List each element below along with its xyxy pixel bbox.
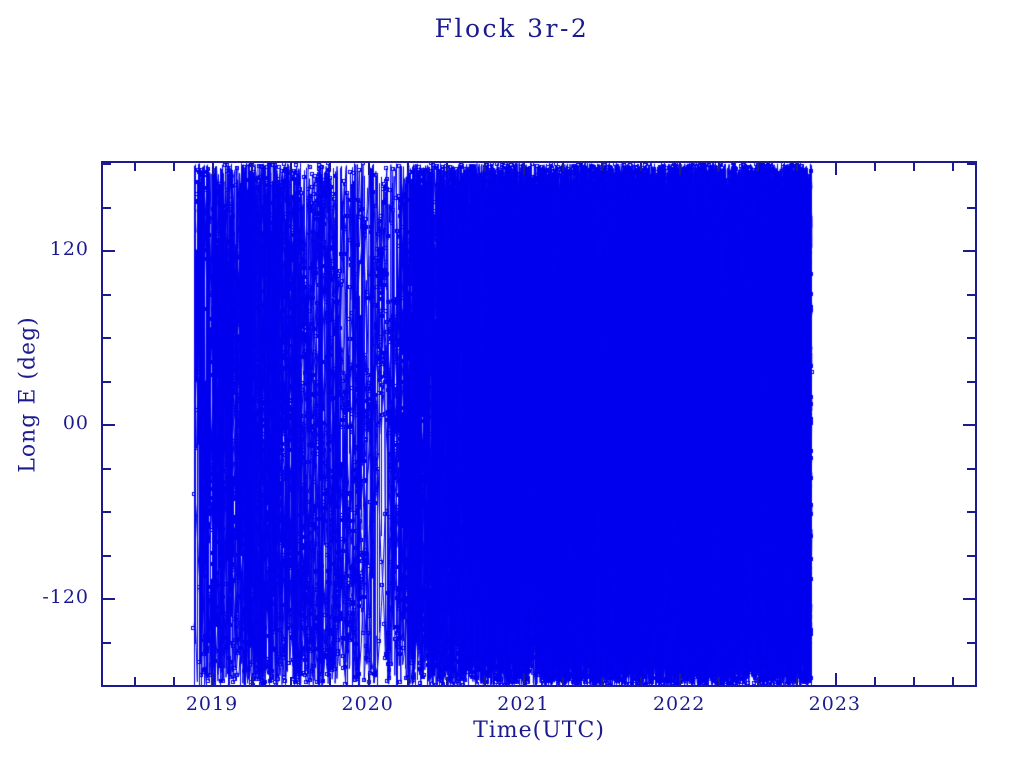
x-tick-label: 2023 bbox=[808, 693, 862, 715]
axis-tick bbox=[874, 677, 876, 685]
y-tick-label: -120 bbox=[42, 586, 89, 608]
axis-tick bbox=[329, 163, 331, 171]
axis-tick bbox=[796, 163, 798, 171]
axis-tick bbox=[103, 598, 115, 600]
axis-tick bbox=[173, 677, 175, 685]
axis-tick bbox=[601, 163, 603, 171]
axis-tick bbox=[103, 337, 111, 339]
axis-tick bbox=[963, 598, 975, 600]
data-series-canvas bbox=[103, 163, 975, 685]
plot-area bbox=[101, 161, 977, 687]
x-tick-label: 2019 bbox=[185, 693, 239, 715]
axis-tick bbox=[601, 677, 603, 685]
x-axis-title: Time(UTC) bbox=[473, 718, 605, 743]
axis-tick bbox=[718, 163, 720, 171]
axis-tick bbox=[967, 511, 975, 513]
axis-tick bbox=[913, 163, 915, 171]
axis-tick bbox=[718, 677, 720, 685]
axis-tick bbox=[368, 673, 370, 685]
axis-tick bbox=[212, 673, 214, 685]
axis-tick bbox=[103, 424, 115, 426]
axis-tick bbox=[134, 163, 136, 171]
axis-tick bbox=[967, 163, 975, 165]
axis-tick bbox=[103, 250, 115, 252]
axis-tick bbox=[640, 677, 642, 685]
axis-tick bbox=[103, 163, 111, 165]
axis-tick bbox=[967, 468, 975, 470]
x-tick-label: 2022 bbox=[652, 693, 706, 715]
axis-tick bbox=[967, 207, 975, 209]
axis-tick bbox=[484, 677, 486, 685]
axis-tick bbox=[874, 163, 876, 171]
axis-tick bbox=[407, 677, 409, 685]
axis-tick bbox=[757, 163, 759, 171]
axis-tick bbox=[967, 642, 975, 644]
axis-tick bbox=[963, 250, 975, 252]
axis-tick bbox=[103, 294, 111, 296]
page-title: Flock 3r-2 bbox=[434, 14, 590, 43]
axis-tick bbox=[796, 677, 798, 685]
axis-tick bbox=[967, 294, 975, 296]
axis-tick bbox=[679, 163, 681, 175]
axis-tick bbox=[562, 677, 564, 685]
axis-tick bbox=[679, 673, 681, 685]
axis-tick bbox=[103, 468, 111, 470]
axis-tick bbox=[967, 381, 975, 383]
axis-tick bbox=[368, 163, 370, 175]
axis-tick bbox=[967, 685, 975, 687]
axis-tick bbox=[103, 207, 111, 209]
axis-tick bbox=[963, 424, 975, 426]
axis-tick bbox=[103, 511, 111, 513]
axis-tick bbox=[251, 677, 253, 685]
axis-tick bbox=[484, 163, 486, 171]
x-tick-label: 2020 bbox=[341, 693, 394, 715]
axis-tick bbox=[212, 163, 214, 175]
axis-tick bbox=[446, 677, 448, 685]
axis-tick bbox=[952, 677, 954, 685]
axis-tick bbox=[134, 677, 136, 685]
y-axis-title: Long E (deg) bbox=[15, 316, 41, 473]
axis-tick bbox=[952, 163, 954, 171]
y-tick-label: 00 bbox=[62, 412, 89, 434]
axis-tick bbox=[835, 163, 837, 175]
axis-tick bbox=[913, 677, 915, 685]
axis-tick bbox=[173, 163, 175, 171]
axis-tick bbox=[757, 677, 759, 685]
axis-tick bbox=[251, 163, 253, 171]
axis-tick bbox=[446, 163, 448, 171]
axis-tick bbox=[967, 337, 975, 339]
axis-tick bbox=[640, 163, 642, 171]
y-tick-label: 120 bbox=[49, 238, 89, 260]
axis-tick bbox=[329, 677, 331, 685]
axis-tick bbox=[290, 677, 292, 685]
axis-tick bbox=[103, 555, 111, 557]
x-tick-label: 2021 bbox=[497, 693, 550, 715]
axis-tick bbox=[967, 555, 975, 557]
axis-tick bbox=[835, 673, 837, 685]
axis-tick bbox=[562, 163, 564, 171]
axis-tick bbox=[523, 163, 525, 175]
axis-tick bbox=[103, 642, 111, 644]
axis-tick bbox=[523, 673, 525, 685]
axis-tick bbox=[103, 685, 111, 687]
axis-tick bbox=[407, 163, 409, 171]
axis-tick bbox=[103, 381, 111, 383]
axis-tick bbox=[290, 163, 292, 171]
